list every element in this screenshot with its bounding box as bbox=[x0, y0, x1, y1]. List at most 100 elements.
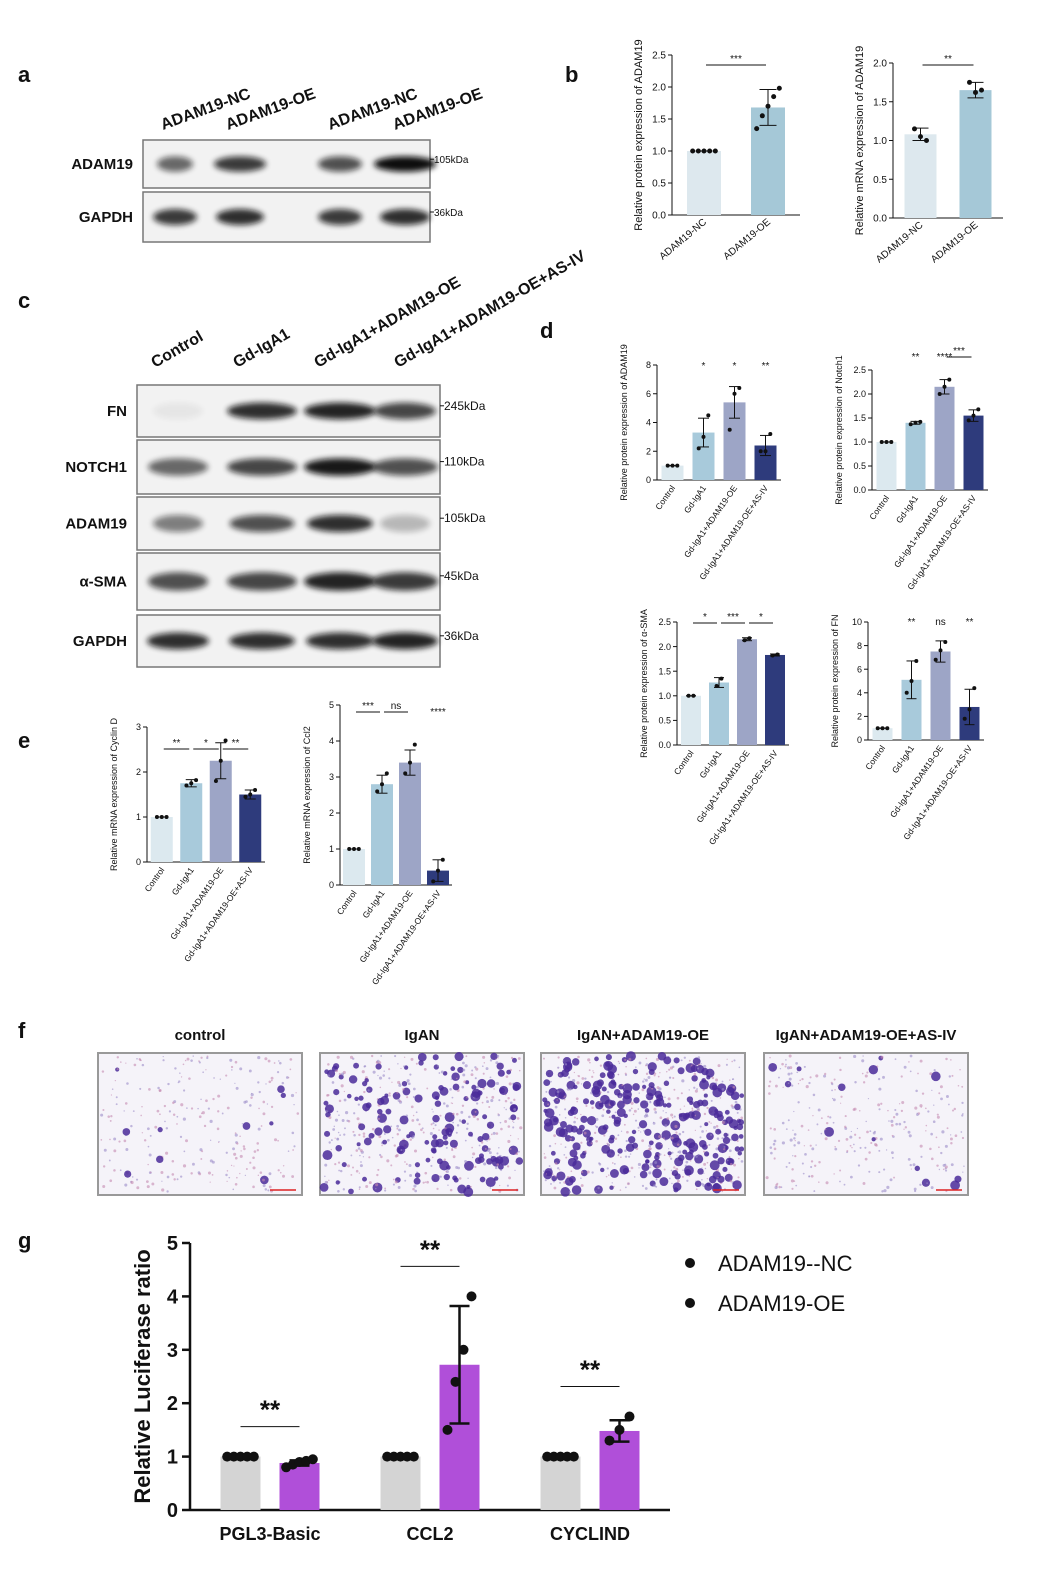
stain-dot bbox=[865, 1120, 867, 1123]
data-point bbox=[933, 657, 938, 662]
stain-dot bbox=[488, 1106, 491, 1109]
stain-dot bbox=[413, 1184, 417, 1188]
stain-dot bbox=[663, 1056, 672, 1065]
data-point bbox=[904, 690, 909, 695]
stain-dot bbox=[477, 1135, 484, 1143]
stain-dot bbox=[909, 1054, 913, 1058]
stain-dot bbox=[341, 1072, 345, 1076]
stain-dot bbox=[478, 1153, 484, 1159]
stain-dot bbox=[585, 1104, 588, 1107]
stain-dot bbox=[434, 1100, 442, 1107]
stain-dot bbox=[908, 1061, 910, 1063]
stain-dot bbox=[365, 1185, 369, 1189]
panel-label: g bbox=[18, 1228, 31, 1253]
stain-dot bbox=[392, 1091, 401, 1100]
stain-dot bbox=[659, 1165, 662, 1168]
stain-dot bbox=[517, 1138, 519, 1140]
stain-dot bbox=[279, 1171, 282, 1174]
stain-dot bbox=[883, 1168, 886, 1171]
stain-dot bbox=[701, 1182, 704, 1186]
stain-dot bbox=[488, 1151, 492, 1155]
stain-dot bbox=[908, 1134, 912, 1138]
stain-dot bbox=[914, 1106, 918, 1110]
stain-dot bbox=[324, 1175, 326, 1178]
stain-dot bbox=[951, 1109, 955, 1112]
data-point bbox=[966, 418, 971, 423]
stain-dot bbox=[609, 1185, 614, 1190]
stain-dot bbox=[815, 1144, 817, 1146]
stain-dot bbox=[587, 1140, 590, 1142]
stain-dot bbox=[817, 1108, 821, 1112]
stain-dot bbox=[689, 1100, 694, 1105]
data-point bbox=[380, 782, 384, 787]
stain-dot bbox=[676, 1143, 680, 1147]
stain-dot bbox=[449, 1132, 451, 1134]
stain-dot bbox=[818, 1181, 820, 1183]
stain-dot bbox=[886, 1185, 890, 1189]
stain-dot bbox=[963, 1165, 965, 1167]
data-point bbox=[938, 648, 943, 653]
size-label: 45kDa bbox=[444, 569, 479, 583]
stain-dot bbox=[655, 1057, 660, 1061]
stain-dot bbox=[594, 1056, 599, 1062]
stain-dot bbox=[243, 1147, 246, 1151]
stain-dot bbox=[124, 1102, 128, 1105]
significance-label: * bbox=[204, 738, 208, 749]
stain-dot bbox=[613, 1162, 616, 1165]
stain-dot bbox=[379, 1153, 382, 1157]
stain-dot bbox=[449, 1188, 453, 1192]
stain-dot bbox=[234, 1082, 236, 1084]
stain-dot bbox=[768, 1084, 771, 1088]
stain-dot bbox=[267, 1059, 271, 1063]
stain-dot bbox=[717, 1114, 724, 1122]
stain-dot bbox=[868, 1064, 879, 1075]
x-tick-label: ADAM19-OE bbox=[722, 217, 774, 263]
stain-dot bbox=[126, 1082, 129, 1085]
stain-dot bbox=[945, 1057, 948, 1061]
stain-dot bbox=[432, 1114, 440, 1123]
stain-dot bbox=[285, 1076, 289, 1079]
stain-dot bbox=[147, 1163, 149, 1166]
bar bbox=[380, 1456, 421, 1510]
data-point bbox=[765, 103, 771, 109]
stain-dot bbox=[512, 1126, 515, 1129]
stain-dot bbox=[334, 1118, 339, 1122]
stain-dot bbox=[414, 1189, 418, 1193]
stain-dot bbox=[258, 1107, 260, 1110]
stain-dot bbox=[467, 1177, 469, 1179]
stain-dot bbox=[622, 1089, 632, 1100]
stain-dot bbox=[624, 1149, 627, 1153]
significance-label: *** bbox=[727, 612, 739, 623]
stain-dot bbox=[587, 1058, 591, 1062]
stain-dot bbox=[498, 1099, 501, 1102]
stain-dot bbox=[468, 1131, 473, 1137]
stain-dot bbox=[606, 1090, 610, 1094]
stain-dot bbox=[107, 1115, 111, 1118]
stain-dot bbox=[597, 1186, 600, 1190]
stain-dot bbox=[623, 1086, 625, 1088]
stain-dot bbox=[414, 1162, 421, 1168]
stain-dot bbox=[439, 1086, 449, 1096]
stain-dot bbox=[566, 1080, 576, 1090]
stain-dot bbox=[613, 1119, 621, 1127]
blot-band bbox=[380, 209, 430, 225]
stain-dot bbox=[358, 1095, 364, 1101]
stain-dot bbox=[479, 1176, 486, 1183]
stain-dot bbox=[434, 1124, 437, 1127]
bar bbox=[661, 465, 684, 480]
stain-dot bbox=[691, 1107, 694, 1110]
stain-dot bbox=[613, 1075, 616, 1077]
stain-dot bbox=[400, 1149, 403, 1152]
stain-dot bbox=[705, 1130, 707, 1132]
stain-dot bbox=[709, 1160, 720, 1171]
stain-dot bbox=[442, 1102, 446, 1105]
stain-dot bbox=[912, 1163, 916, 1167]
stain-dot bbox=[504, 1120, 508, 1123]
stain-dot bbox=[646, 1101, 649, 1103]
bar bbox=[687, 151, 721, 215]
blot-band bbox=[304, 572, 376, 591]
stain-dot bbox=[257, 1081, 260, 1084]
stain-dot bbox=[808, 1175, 811, 1178]
stain-dot bbox=[146, 1180, 149, 1184]
stain-dot bbox=[192, 1162, 195, 1166]
